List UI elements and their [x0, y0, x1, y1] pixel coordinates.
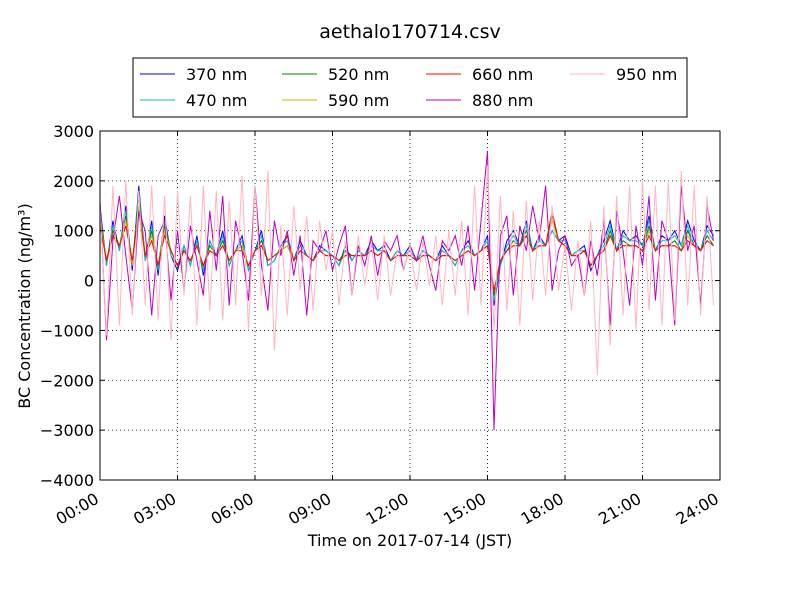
series-line-470-nm [99, 190, 714, 301]
series-line-950-nm [99, 165, 714, 376]
y-tick-label: 3000 [53, 122, 94, 141]
y-tick-labels: −4000 −3000 −2000 −1000 0 1000 2000 3000 [40, 122, 94, 490]
y-tick-label: 1000 [53, 222, 94, 241]
chart-title: aethalo170714.csv [319, 21, 501, 43]
y-tick-label: −4000 [40, 471, 94, 490]
y-axis-title: BC Concentration (ng/m³) [15, 203, 34, 408]
legend-label: 370 nm [186, 65, 247, 84]
legend-label: 950 nm [616, 65, 677, 84]
x-tick-label: 09:00 [285, 489, 334, 529]
x-tick-label: 12:00 [363, 489, 412, 529]
series-layer [99, 150, 714, 431]
legend-item: 660 nm [426, 65, 533, 84]
x-tick-label: 21:00 [595, 489, 644, 529]
x-tick-label: 24:00 [673, 489, 722, 529]
x-tick-label: 18:00 [518, 489, 567, 529]
y-tick-label: −2000 [40, 371, 94, 390]
legend-label: 470 nm [186, 91, 247, 110]
x-tick-label: 03:00 [130, 489, 179, 529]
legend-item: 520 nm [282, 65, 389, 84]
legend-item: 370 nm [140, 65, 247, 84]
legend-item: 590 nm [282, 91, 389, 110]
y-tick-label: 0 [84, 272, 94, 291]
series-line-370-nm [99, 185, 714, 306]
grid-lines [99, 130, 721, 481]
legend-item: 950 nm [570, 65, 677, 84]
y-tick-label: −3000 [40, 421, 94, 440]
x-tick-label: 06:00 [208, 489, 257, 529]
y-tick-label: −1000 [40, 321, 94, 340]
legend-item: 880 nm [426, 91, 533, 110]
x-axis-title: Time on 2017-07-14 (JST) [307, 531, 512, 550]
legend-item: 470 nm [140, 91, 247, 110]
x-tick-label: 00:00 [53, 489, 102, 529]
series-line-660-nm [99, 210, 714, 291]
tick-marks [99, 130, 721, 481]
legend-label: 590 nm [328, 91, 389, 110]
legend-frame [132, 57, 688, 118]
legend-label: 660 nm [472, 65, 533, 84]
y-tick-label: 2000 [53, 172, 94, 191]
legend-label: 880 nm [472, 91, 533, 110]
x-tick-label: 15:00 [440, 489, 489, 529]
legend-label: 520 nm [328, 65, 389, 84]
x-tick-labels: 00:00 03:00 06:00 09:00 12:00 15:00 18:00 21:00… [53, 489, 722, 529]
legend: 370 nm 470 nm 520 nm 590 nm 660 nm 880 nm 950 … [132, 57, 688, 118]
